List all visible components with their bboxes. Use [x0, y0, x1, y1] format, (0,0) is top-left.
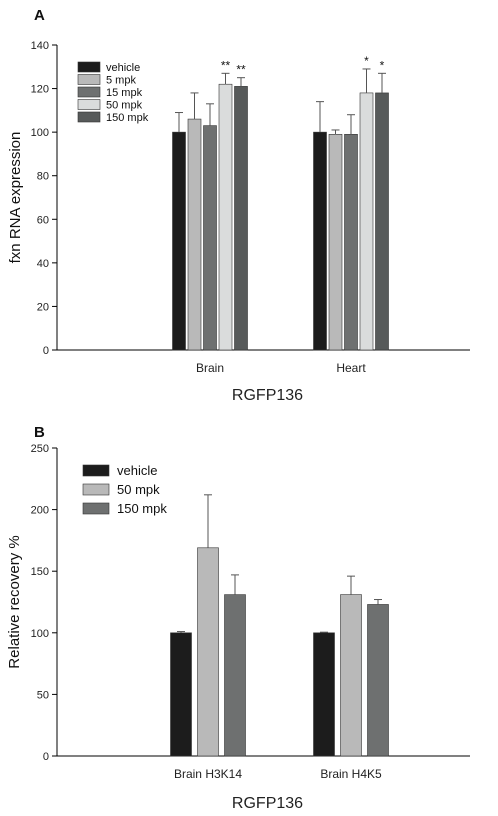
bar-50-mpk-brain [218, 83, 233, 351]
legend-label: 50 mpk [117, 482, 160, 497]
y-tick-label: 100 [31, 628, 49, 640]
bar-150-mpk-brain [234, 86, 248, 351]
x-category-label: Brain [196, 361, 224, 375]
y-tick-label: 150 [31, 566, 49, 578]
y-tick-label: 0 [43, 345, 49, 357]
legend-label: 150 mpk [117, 501, 167, 516]
legend-swatch [77, 86, 101, 98]
x-axis-label: RGFP136 [232, 387, 303, 404]
significance-marker: * [380, 58, 385, 72]
legend-swatch [77, 99, 101, 110]
bar-vehicle-heart [313, 131, 327, 351]
legend-label: 50 mpk [106, 100, 143, 112]
significance-marker: ** [236, 63, 246, 77]
bar-5-mpk-brain [187, 118, 202, 351]
legend-label: vehicle [117, 463, 157, 478]
y-tick-label: 120 [31, 84, 49, 96]
legend-swatch [82, 483, 110, 496]
legend-label: 15 mpk [106, 87, 143, 99]
y-tick-label: 200 [31, 505, 49, 517]
y-tick-label: 50 [37, 689, 49, 701]
chart-panel-b: B 0 50 100 150 200 250 Relative recovery % RGFP1… [6, 424, 470, 812]
x-axis-label: RGFP136 [232, 795, 303, 812]
chart-panel-a: A 0 20 40 60 80 100 120 140 fxn RNA expression RGF… [7, 7, 470, 404]
bar-15-mpk-brain [203, 125, 217, 351]
bar-50-mpk-brain-h3k14 [197, 547, 219, 757]
bar-5-mpk-heart [328, 134, 343, 351]
bar-vehicle-brain-h4k5 [313, 632, 335, 757]
bar-vehicle-brain-h3k14 [170, 632, 192, 757]
x-category-label: Brain H3K14 [174, 767, 242, 781]
x-category-label: Brain H4K5 [320, 767, 382, 781]
legend-swatch [77, 74, 101, 85]
x-category-label: Heart [336, 361, 366, 375]
legend-label: vehicle [106, 62, 140, 74]
y-axis-label: fxn RNA expression [7, 132, 24, 264]
y-tick-label: 40 [37, 258, 49, 270]
bar-150-mpk-heart [375, 92, 389, 351]
y-tick-label: 100 [31, 127, 49, 139]
legend-label: 5 mpk [106, 75, 136, 87]
bar-vehicle-brain [172, 131, 186, 351]
panel-label: A [34, 7, 45, 24]
y-tick-label: 250 [31, 443, 49, 455]
bar-15-mpk-heart [344, 134, 358, 351]
bar-50-mpk-brain-h4k5 [340, 594, 362, 757]
legend-swatch [77, 111, 101, 123]
legend-swatch [82, 502, 110, 515]
panel-label: B [34, 424, 45, 441]
significance-marker: * [364, 54, 369, 68]
y-tick-label: 80 [37, 171, 49, 183]
y-axis-label: Relative recovery % [6, 535, 23, 668]
bar-150-mpk-brain-h4k5 [367, 604, 389, 757]
y-tick-label: 20 [37, 301, 49, 313]
y-tick-label: 140 [31, 40, 49, 52]
y-tick-label: 60 [37, 214, 49, 226]
legend-label: 150 mpk [106, 112, 149, 124]
bar-50-mpk-heart [359, 92, 374, 351]
legend-swatch [77, 61, 101, 73]
significance-marker: ** [221, 58, 231, 72]
legend-swatch [82, 464, 110, 477]
bar-150-mpk-brain-h3k14 [224, 594, 246, 757]
y-tick-label: 0 [43, 751, 49, 763]
